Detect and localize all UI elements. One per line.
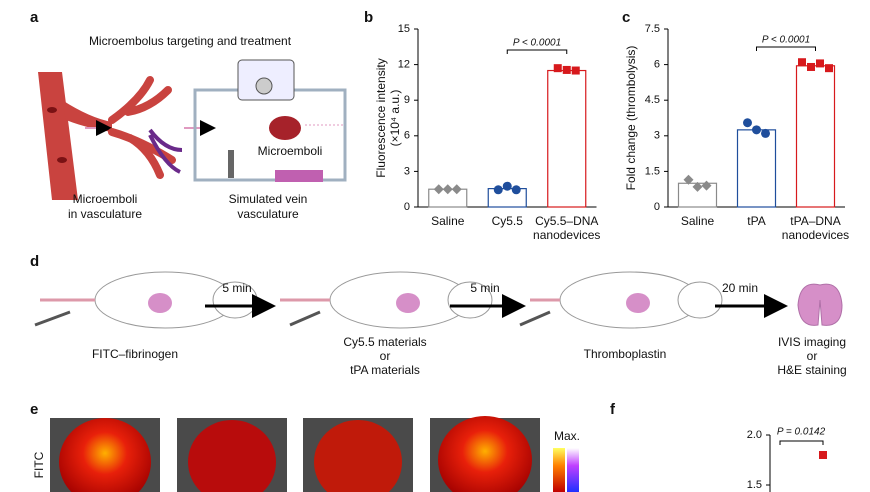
data-point bbox=[743, 118, 752, 128]
data-point bbox=[683, 174, 694, 185]
colorbar-label: Max. bbox=[554, 429, 580, 443]
data-point bbox=[451, 184, 462, 195]
x-tick-label: Cy5.5 bbox=[492, 214, 524, 228]
data-point bbox=[571, 66, 580, 75]
significance-bracket bbox=[506, 49, 568, 54]
data-point bbox=[807, 62, 815, 71]
step-label: IVIS imaging bbox=[778, 335, 846, 349]
data-point bbox=[816, 59, 824, 68]
panel-title: Microembolus targeting and treatment bbox=[89, 34, 292, 48]
y-tick-label: 12 bbox=[398, 59, 410, 71]
x-tick-label: Saline bbox=[431, 214, 465, 228]
step-label: or bbox=[380, 349, 391, 363]
interval-label: 20 min bbox=[722, 281, 758, 295]
bar bbox=[487, 188, 527, 208]
panel-label: e bbox=[30, 401, 38, 418]
data-point bbox=[562, 65, 571, 74]
interval-label: 5 min bbox=[222, 281, 251, 295]
data-point bbox=[798, 58, 806, 67]
interval-label: 5 min bbox=[470, 281, 499, 295]
y-axis-label: Fold change (thrombolysis) bbox=[624, 46, 638, 191]
data-point bbox=[761, 128, 770, 138]
panel-label: c bbox=[622, 9, 630, 26]
step-label: tPA materials bbox=[350, 363, 420, 377]
significance-bracket bbox=[779, 440, 824, 445]
fluorescence-images bbox=[50, 416, 579, 492]
y-tick-label: 0 bbox=[404, 201, 410, 213]
y-axis-label: (×10⁴ a.u.) bbox=[388, 90, 402, 147]
x-tick-label: Saline bbox=[681, 214, 715, 228]
x-tick-label: nanodevices bbox=[533, 228, 600, 242]
y-tick-label: 4.5 bbox=[645, 94, 660, 106]
y-tick-label: 3 bbox=[654, 130, 660, 142]
data-point bbox=[511, 185, 521, 195]
y-axis-label: Fluorescence intensity bbox=[374, 58, 388, 177]
row-label: FITC bbox=[32, 451, 46, 478]
data-point bbox=[433, 184, 444, 195]
data-point bbox=[819, 451, 827, 459]
p-value: P < 0.0001 bbox=[513, 38, 561, 49]
bar bbox=[547, 69, 587, 208]
vessel-diagram bbox=[38, 59, 347, 200]
p-value: P = 0.0142 bbox=[777, 427, 826, 438]
y-tick-label: 0 bbox=[654, 201, 660, 213]
panel-label: f bbox=[610, 401, 616, 418]
y-tick-label: 3 bbox=[404, 165, 410, 177]
data-point bbox=[493, 185, 503, 195]
data-point bbox=[825, 64, 833, 73]
mouse-diagram bbox=[34, 271, 843, 329]
data-point bbox=[701, 180, 712, 191]
data-point bbox=[752, 125, 761, 135]
step-label: H&E staining bbox=[777, 363, 846, 377]
bar bbox=[736, 129, 777, 208]
x-tick-label: tPA bbox=[747, 214, 765, 228]
step-label: or bbox=[807, 349, 818, 363]
step-label: Cy5.5 materials bbox=[343, 335, 426, 349]
panel-label: d bbox=[30, 253, 39, 270]
data-point bbox=[553, 64, 562, 73]
panel-label: a bbox=[30, 9, 39, 26]
significance-bracket bbox=[756, 46, 816, 51]
y-tick-label: 6 bbox=[654, 59, 660, 71]
step-label: Thromboplastin bbox=[584, 347, 667, 361]
y-tick-label: 9 bbox=[404, 94, 410, 106]
data-point bbox=[442, 184, 453, 195]
bar bbox=[795, 65, 836, 208]
y-tick-label: 7.5 bbox=[645, 23, 660, 35]
diagram-label: Microemboli bbox=[258, 144, 323, 158]
p-value: P < 0.0001 bbox=[762, 35, 810, 46]
diagram-label: in vasculature bbox=[68, 207, 142, 221]
diagram-label: Simulated vein bbox=[229, 192, 308, 206]
step-label: FITC–fibrinogen bbox=[92, 347, 178, 361]
data-point bbox=[692, 181, 703, 192]
x-tick-label: Cy5.5–DNA bbox=[535, 214, 598, 228]
panel-label: b bbox=[364, 9, 373, 26]
diagram-label: vasculature bbox=[237, 207, 299, 221]
y-tick-label: 2.0 bbox=[747, 429, 762, 441]
diagram-label: Microemboli bbox=[73, 192, 138, 206]
y-tick-label: 15 bbox=[398, 23, 410, 35]
y-tick-label: 1.5 bbox=[747, 479, 762, 491]
x-tick-label: tPA–DNA bbox=[790, 214, 840, 228]
y-tick-label: 1.5 bbox=[645, 165, 660, 177]
y-tick-label: 6 bbox=[404, 130, 410, 142]
x-tick-label: nanodevices bbox=[782, 228, 849, 242]
data-point bbox=[502, 181, 512, 191]
